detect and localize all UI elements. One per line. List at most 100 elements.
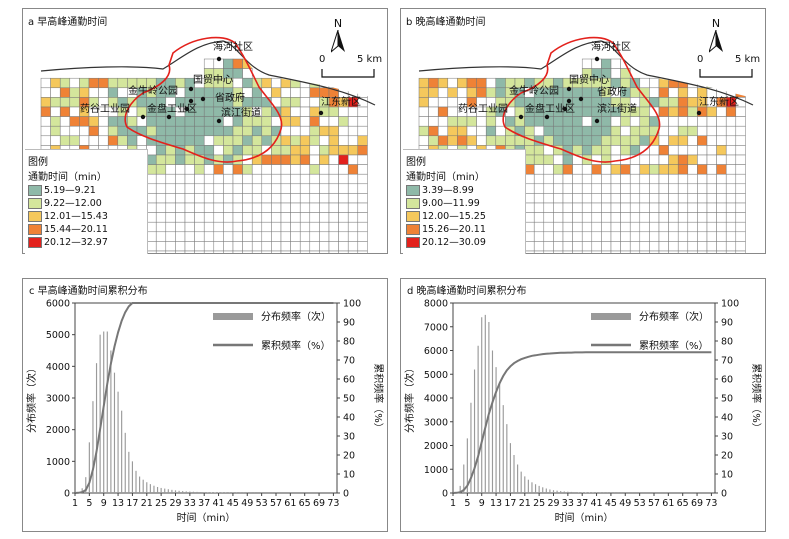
grid-cell xyxy=(328,145,339,156)
y-tick-label: 1000 xyxy=(424,465,448,476)
grid-cell xyxy=(299,154,311,165)
grid-cell xyxy=(328,183,339,194)
grid-cell xyxy=(309,193,320,204)
grid-cell xyxy=(677,87,689,98)
grid-cell xyxy=(581,106,593,117)
grid-cell xyxy=(505,135,516,146)
x-tick-label: 37 xyxy=(576,498,588,509)
grid-cell xyxy=(658,212,669,223)
grid-cell xyxy=(620,145,631,156)
grid-cell xyxy=(591,145,602,156)
grid-cell xyxy=(725,173,737,185)
grid-cell xyxy=(251,250,263,253)
grid-cell xyxy=(146,145,157,156)
grid-cell xyxy=(553,125,564,137)
grid-cell xyxy=(687,173,698,185)
grid-cell xyxy=(280,116,291,127)
grid-cell xyxy=(309,173,320,185)
grid-cell xyxy=(639,164,650,175)
grid-cell xyxy=(639,183,650,194)
grid-cell xyxy=(309,164,320,175)
grid-cell xyxy=(280,97,291,108)
grid-cell xyxy=(50,135,61,146)
grid-cell xyxy=(232,173,243,185)
grid-cell xyxy=(271,87,282,98)
grid-cell xyxy=(601,212,612,223)
histogram-bar xyxy=(192,491,195,493)
histogram-bar xyxy=(167,489,169,493)
grid-cell xyxy=(194,241,205,252)
grid-cell xyxy=(725,241,737,252)
grid-cell xyxy=(251,183,263,194)
grid-cell xyxy=(447,97,458,108)
grid-cell xyxy=(242,77,253,89)
grid-cell xyxy=(562,183,573,194)
grid-cell xyxy=(524,212,535,223)
histogram-bar xyxy=(563,491,565,493)
x-tick-label: 29 xyxy=(169,498,181,509)
grid-cell xyxy=(213,250,224,253)
grid-cell xyxy=(447,125,458,137)
grid-cell xyxy=(290,125,301,137)
x-tick-label: 33 xyxy=(562,498,574,509)
grid-cell xyxy=(155,193,167,204)
grid-cell xyxy=(591,183,602,194)
grid-cell xyxy=(428,135,439,146)
grid-cell xyxy=(251,145,263,156)
grid-cell xyxy=(299,193,311,204)
grid-cell xyxy=(328,250,339,253)
grid-cell xyxy=(242,250,253,253)
legend-item: 15.44—20.11 xyxy=(28,223,108,235)
landmark-label: 海河社区 xyxy=(591,42,631,53)
grid-cell xyxy=(223,154,234,165)
legend-swatch xyxy=(28,184,42,196)
grid-cell xyxy=(658,231,669,242)
grid-cell xyxy=(155,173,167,185)
grid-cell xyxy=(687,125,698,137)
grid-cell xyxy=(610,202,621,213)
grid-cell xyxy=(572,116,583,127)
histogram-bar xyxy=(113,372,116,493)
grid-cell xyxy=(572,250,583,253)
grid-cell xyxy=(146,154,157,165)
grid-cell xyxy=(639,77,650,89)
grid-cell xyxy=(591,231,602,242)
histogram-bar xyxy=(527,479,529,493)
grid-cell xyxy=(299,212,311,223)
grid-cell xyxy=(223,183,234,194)
grid-cell xyxy=(677,231,689,242)
x-tick-label: 57 xyxy=(648,498,660,509)
legend-item: 20.12—32.97 xyxy=(28,236,108,248)
grid-cell xyxy=(146,125,157,137)
grid-cell xyxy=(194,125,205,137)
map-a-title: a 早高峰通勤时间 xyxy=(28,17,108,28)
grid-cell xyxy=(658,183,669,194)
grid-cell xyxy=(299,164,311,175)
grid-cell xyxy=(706,145,717,156)
grid-cell xyxy=(261,164,272,175)
grid-cell xyxy=(203,106,215,117)
grid-cell xyxy=(319,164,330,175)
grid-cell xyxy=(457,135,468,146)
grid-cell xyxy=(136,97,147,108)
grid-cell xyxy=(668,145,679,156)
grid-cell xyxy=(347,212,359,223)
y2-tick-label: 90 xyxy=(343,318,355,329)
x-tick-label: 69 xyxy=(313,498,325,509)
grid-cell xyxy=(649,164,660,175)
grid-cell xyxy=(476,77,487,89)
grid-cell xyxy=(117,135,128,146)
grid-cell xyxy=(328,173,339,185)
grid-cell xyxy=(69,106,80,117)
histogram-bar xyxy=(517,464,519,493)
grid-cell xyxy=(232,250,243,253)
grid-cell xyxy=(581,125,593,137)
grid-cell xyxy=(175,173,186,185)
grid-cell xyxy=(620,125,631,137)
grid-cell xyxy=(524,164,535,175)
grid-cell xyxy=(543,212,554,223)
grid-cell xyxy=(725,250,737,253)
grid-cell xyxy=(232,241,243,252)
grid-cell xyxy=(146,164,157,175)
grid-cell xyxy=(155,202,167,213)
